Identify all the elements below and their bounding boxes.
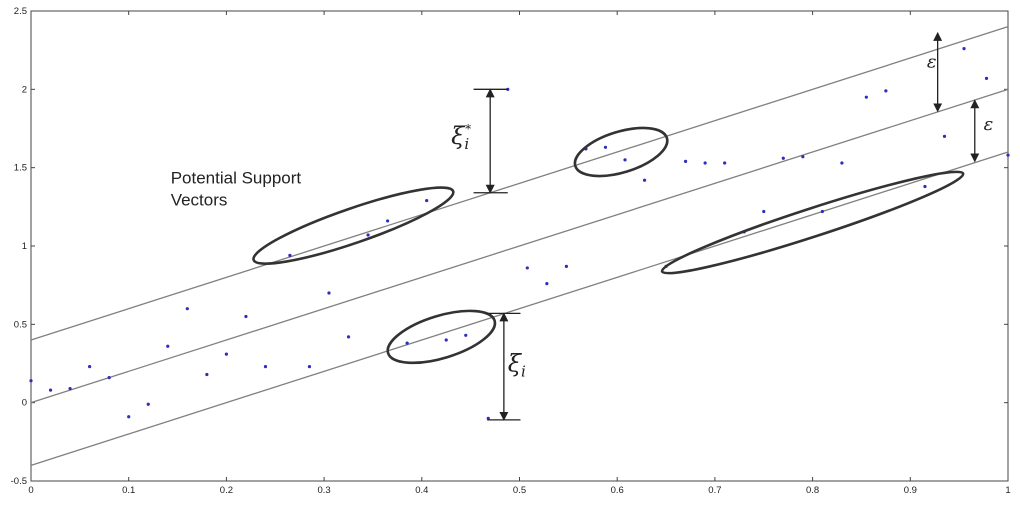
margin-arrows xyxy=(473,31,980,421)
symbol-glyph: ε xyxy=(927,51,937,72)
x-tick-label: 0.2 xyxy=(220,485,233,496)
data-point xyxy=(444,338,448,342)
y-axis: -0.5 0 0.5 1 1.5 2 2.5 xyxy=(11,6,1008,487)
data-point xyxy=(48,388,53,392)
support-vector-ellipses xyxy=(252,126,965,365)
data-point xyxy=(425,198,429,203)
data-point xyxy=(1006,153,1010,157)
data-point xyxy=(984,76,989,80)
data-point xyxy=(68,386,72,391)
data-point xyxy=(405,341,409,345)
data-point xyxy=(864,95,868,99)
support-vector-ellipse xyxy=(252,186,455,265)
epsilon-tube-lines xyxy=(30,26,1009,466)
data-point xyxy=(564,264,568,268)
data-point xyxy=(801,155,805,159)
x-tick-label: 0.9 xyxy=(904,485,917,496)
y-tick-label: 2 xyxy=(22,84,27,95)
x-tick-label: 0 xyxy=(28,485,33,496)
epsilon-symbol: ε xyxy=(927,51,937,72)
symbol-glyph: ξ xyxy=(508,349,523,377)
symbol-subscript: i xyxy=(464,135,469,153)
data-point xyxy=(781,156,785,160)
data-point xyxy=(127,415,131,419)
data-point xyxy=(366,233,370,237)
data-point xyxy=(346,335,351,339)
lower-margin-line xyxy=(30,151,1009,466)
data-point xyxy=(244,314,248,319)
symbol-superscript: * xyxy=(465,122,471,136)
data-point xyxy=(205,372,209,377)
y-tick-label: -0.5 xyxy=(11,476,27,487)
support-vectors-label: Potential Support Vectors xyxy=(171,168,302,209)
x-tick-label: 0.6 xyxy=(611,485,624,496)
data-point xyxy=(525,266,529,270)
data-point xyxy=(464,333,468,337)
data-point xyxy=(820,209,824,214)
data-point xyxy=(723,161,727,165)
data-point xyxy=(386,219,390,223)
data-point xyxy=(327,291,331,295)
support-vectors-label-line: Potential Support xyxy=(171,168,302,187)
symbol-glyph: ε xyxy=(984,114,994,135)
data-point xyxy=(107,376,111,380)
x-tick-label: 0.3 xyxy=(317,485,330,496)
x-axis: 0 0.1 0.2 0.3 0.4 0.5 0.6 0.7 0.8 0.9 1 xyxy=(28,11,1011,496)
xi-symbol: ξi xyxy=(508,349,526,380)
support-vector-ellipse xyxy=(660,170,965,275)
data-point xyxy=(224,352,228,356)
y-tick-label: 2.5 xyxy=(14,6,27,17)
upper-margin-line xyxy=(30,26,1009,341)
x-tick-label: 1 xyxy=(1005,485,1010,496)
symbol-glyph: ξ xyxy=(451,122,466,150)
y-tick-label: 1.5 xyxy=(14,163,27,174)
data-point xyxy=(703,161,707,165)
data-point xyxy=(603,145,608,149)
data-point xyxy=(962,47,966,51)
data-point xyxy=(683,159,688,163)
x-tick-label: 0.4 xyxy=(415,485,428,496)
xi-symbol: ξi* xyxy=(451,122,471,153)
x-tick-label: 0.7 xyxy=(708,485,721,496)
y-tick-label: 0.5 xyxy=(14,319,27,330)
epsilon-symbol: ε xyxy=(984,114,994,135)
data-point xyxy=(545,282,549,286)
data-point xyxy=(923,184,927,189)
data-point xyxy=(623,158,627,162)
support-vector-ellipse xyxy=(386,309,497,365)
support-vector-ellipse xyxy=(573,126,669,178)
data-point xyxy=(185,307,189,311)
x-tick-label: 0.1 xyxy=(122,485,135,496)
x-tick-label: 0.5 xyxy=(513,485,526,496)
y-tick-label: 0 xyxy=(22,398,27,409)
regression-line xyxy=(30,88,1009,404)
y-tick-label: 1 xyxy=(22,241,27,252)
data-point xyxy=(263,365,268,369)
data-point xyxy=(486,416,490,420)
data-point xyxy=(942,134,947,138)
data-point xyxy=(642,178,647,182)
data-point xyxy=(884,89,888,93)
data-point xyxy=(146,402,150,406)
data-point xyxy=(29,379,33,383)
data-point xyxy=(88,365,92,369)
data-point xyxy=(288,253,292,257)
data-point xyxy=(840,161,844,165)
support-vectors-label-line: Vectors xyxy=(171,190,228,209)
data-point xyxy=(307,365,312,369)
symbol-subscript: i xyxy=(521,362,526,380)
data-point xyxy=(762,209,766,214)
x-tick-label: 0.8 xyxy=(806,485,819,496)
data-point xyxy=(166,344,170,348)
